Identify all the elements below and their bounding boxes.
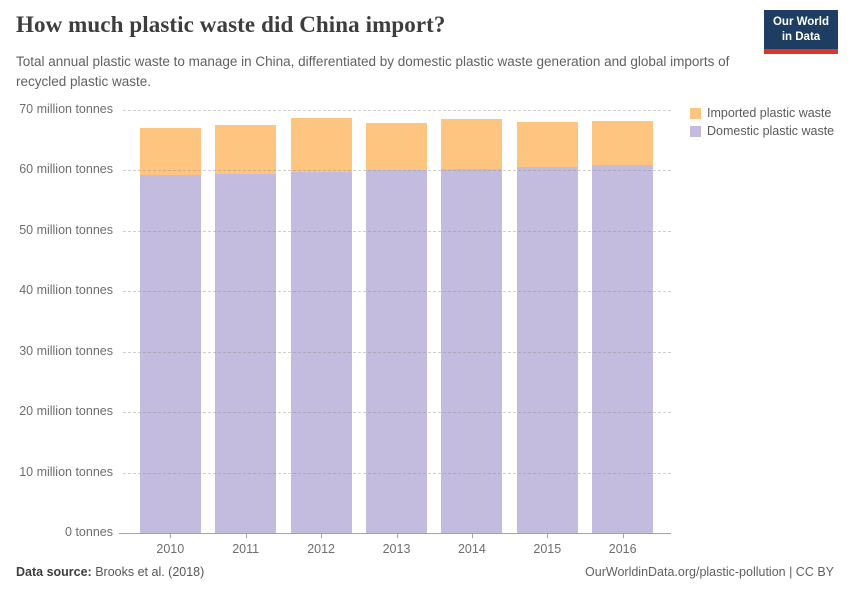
x-axis-line bbox=[119, 533, 671, 534]
x-axis-label-2011: 2011 bbox=[232, 542, 260, 556]
bar-segment-imported-2010[interactable] bbox=[139, 127, 201, 176]
legend-item-imported: Imported plastic waste bbox=[690, 106, 834, 120]
y-axis-label-20: 20 million tonnes bbox=[19, 404, 113, 419]
chart-footer: Data source: Brooks et al. (2018) OurWor… bbox=[16, 565, 834, 579]
gridline-60 bbox=[123, 170, 671, 172]
gridline-70 bbox=[123, 110, 671, 111]
chart-title: How much plastic waste did China import? bbox=[16, 12, 446, 37]
legend-label-domestic: Domestic plastic waste bbox=[707, 124, 835, 138]
x-axis-tick-2014 bbox=[471, 534, 473, 538]
legend-item-domestic: Domestic plastic waste bbox=[690, 124, 835, 138]
owid-license-link[interactable]: OurWorldinData.org/plastic-pollution | C… bbox=[585, 565, 834, 579]
bar-segment-domestic-2011[interactable] bbox=[215, 174, 277, 533]
x-axis-label-2013: 2013 bbox=[382, 542, 411, 556]
bar-segment-domestic-2013[interactable] bbox=[366, 170, 427, 533]
x-axis-label-2010: 2010 bbox=[156, 542, 185, 556]
legend-swatch-domestic bbox=[690, 125, 701, 137]
bar-segment-domestic-2014[interactable] bbox=[441, 169, 503, 533]
y-axis-label-60: 60 million tonnes bbox=[19, 162, 113, 177]
bar-segment-imported-2014[interactable] bbox=[441, 119, 503, 170]
y-axis-label-30: 30 million tonnes bbox=[19, 343, 113, 358]
plot-area: 2010 2011 2012 2013 2014 2015 2016 bbox=[119, 110, 671, 556]
bar-segment-domestic-2012[interactable] bbox=[290, 172, 352, 533]
x-axis-label-2016: 2016 bbox=[608, 542, 637, 556]
bar-segment-domestic-2010[interactable] bbox=[139, 175, 201, 533]
x-axis-label-2012: 2012 bbox=[307, 542, 335, 556]
x-axis-tick-2012 bbox=[321, 534, 323, 538]
x-axis-tick-2010 bbox=[170, 534, 172, 538]
chart-subtitle: Total annual plastic waste to manage in … bbox=[16, 54, 730, 90]
gridline-10 bbox=[123, 472, 671, 474]
x-axis-tick-2013 bbox=[396, 534, 398, 538]
data-source-label: Data source: bbox=[16, 565, 92, 579]
bar-segment-domestic-2016[interactable] bbox=[592, 165, 654, 533]
bar-segment-domestic-2015[interactable] bbox=[516, 166, 578, 533]
legend: Imported plastic waste Domestic plastic … bbox=[690, 106, 835, 143]
bar-segment-imported-2011[interactable] bbox=[215, 124, 277, 175]
x-axis-tick-2015 bbox=[547, 534, 549, 538]
y-axis-label-70: 70 million tonnes bbox=[19, 102, 113, 116]
owid-logo-line1: Our World bbox=[772, 16, 829, 28]
bar-segment-imported-2012[interactable] bbox=[290, 118, 352, 173]
bar-segment-imported-2013[interactable] bbox=[366, 123, 427, 171]
bar-segment-imported-2015[interactable] bbox=[516, 122, 578, 167]
y-axis-label-0: 0 tonnes bbox=[65, 525, 113, 539]
owid-logo[interactable]: Our World in Data bbox=[764, 10, 838, 54]
data-source: Data source: Brooks et al. (2018) bbox=[16, 565, 204, 579]
owid-logo-line2: in Data bbox=[781, 30, 821, 43]
gridline-40 bbox=[123, 291, 671, 293]
bar-segment-imported-2016[interactable] bbox=[592, 120, 654, 165]
data-source-value: Brooks et al. (2018) bbox=[95, 565, 205, 579]
x-axis-tick-2016 bbox=[622, 534, 624, 538]
y-axis-label-40: 40 million tonnes bbox=[19, 283, 113, 298]
gridline-30 bbox=[123, 351, 671, 353]
x-axis-label-2015: 2015 bbox=[533, 542, 562, 556]
legend-swatch-imported bbox=[690, 107, 701, 119]
y-axis-label-10: 10 million tonnes bbox=[19, 464, 113, 479]
gridline-20 bbox=[123, 412, 671, 414]
y-axis-label-50: 50 million tonnes bbox=[19, 222, 113, 237]
legend-label-imported: Imported plastic waste bbox=[707, 106, 832, 120]
gridline-50 bbox=[123, 230, 671, 232]
x-axis-tick-2011 bbox=[245, 534, 247, 538]
x-axis-label-2014: 2014 bbox=[457, 542, 486, 556]
